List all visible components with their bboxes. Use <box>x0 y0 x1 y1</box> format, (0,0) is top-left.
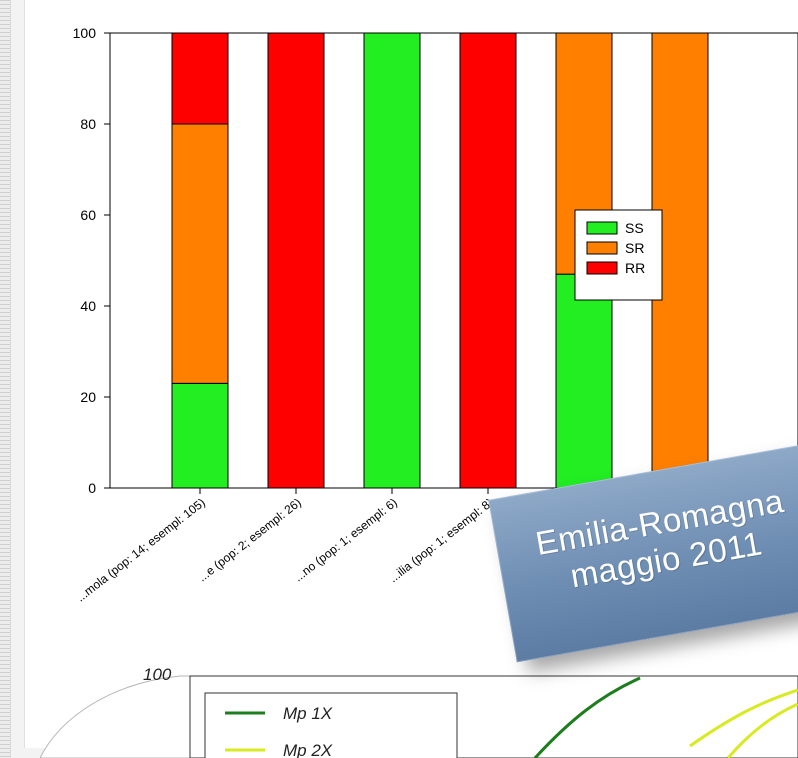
bar-segment-sr-0 <box>171 123 229 384</box>
bar-segment-ss-2 <box>363 32 421 489</box>
bar-segment-rr-0 <box>171 32 229 125</box>
legend-label-sr: SR <box>625 240 644 256</box>
legend-label-rr: RR <box>625 260 645 276</box>
legend-swatch-rr <box>586 261 618 275</box>
bar-segment-rr-1 <box>267 32 325 489</box>
y-tick-label-100: 100 <box>73 25 97 41</box>
legend-item-sr: SR <box>586 240 644 256</box>
legend-label-ss: SS <box>625 220 644 236</box>
left-ruler <box>0 0 11 758</box>
x-tick-label-1: ...e (pop: 2; esempl: 26) <box>195 495 303 584</box>
x-tick-label-2: ...no (pop: 1; esempl: 6) <box>291 495 399 584</box>
bar-segment-ss-0 <box>171 382 229 489</box>
y-tick-label-60: 60 <box>80 207 96 223</box>
legend-swatch-ss <box>586 221 618 235</box>
x-tick-label-3: ...ilia (pop: 1; esempl: 8) <box>386 495 496 585</box>
y-tick-label-20: 20 <box>80 389 96 405</box>
x-tick-label-0: ...mola (pop: 14; esempl: 105) <box>74 495 208 604</box>
y-tick-label-40: 40 <box>80 298 96 314</box>
y-ticks: 0 20 40 60 80 100 <box>73 25 110 496</box>
legend-item-ss: SS <box>586 220 644 236</box>
legend-item-rr: RR <box>586 260 645 276</box>
y-tick-label-0: 0 <box>88 480 96 496</box>
bars-layer <box>171 32 709 489</box>
y-tick-label-80: 80 <box>80 116 96 132</box>
legend-swatch-sr <box>586 241 618 255</box>
bar-segment-ss-4 <box>555 273 613 489</box>
bar-segment-rr-3 <box>459 32 517 489</box>
legend: SS SR RR <box>574 209 663 301</box>
